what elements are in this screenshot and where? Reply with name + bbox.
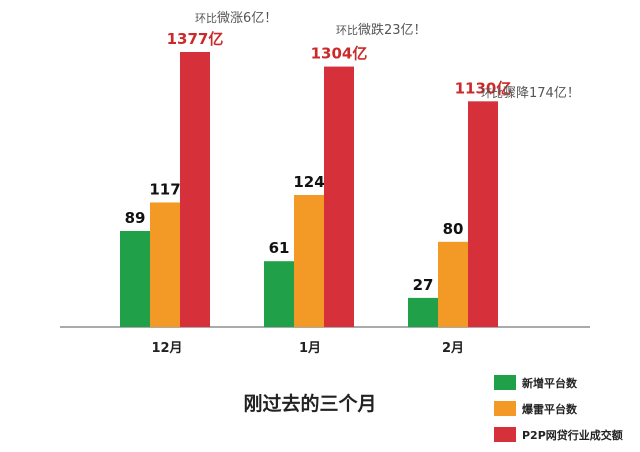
- annotation-3: 环比骤降174亿！: [481, 86, 580, 101]
- category-label-1: 12月: [151, 341, 182, 356]
- legend-label-1: 新增平台数: [522, 376, 578, 390]
- bar-2-1: [150, 202, 180, 327]
- data-label-3-1: 1377亿: [167, 30, 224, 48]
- bar-1-1: [120, 231, 150, 327]
- bar-2-2: [294, 195, 324, 327]
- data-label-1-1: 89: [125, 209, 146, 227]
- bar-2-3: [438, 241, 468, 327]
- annotation-1: 环比微涨6亿！: [195, 11, 277, 26]
- bar-3-1: [180, 52, 210, 327]
- bar-1-2: [264, 261, 294, 327]
- legend-swatch-2: [494, 401, 516, 416]
- category-label-2: 1月: [299, 341, 321, 356]
- category-label-3: 2月: [442, 341, 464, 356]
- data-label-1-2: 61: [269, 239, 290, 257]
- data-label-1-3: 27: [413, 276, 434, 294]
- chart-title: 刚过去的三个月: [243, 392, 376, 415]
- bar-1-3: [408, 297, 438, 327]
- legend-swatch-1: [494, 375, 516, 390]
- bar-3-3: [468, 101, 498, 327]
- bar-3-2: [324, 66, 354, 327]
- legend-label-3: P2P网贷行业成交额: [522, 428, 623, 442]
- data-label-2-2: 124: [293, 173, 324, 191]
- legend-label-2: 爆雷平台数: [522, 402, 578, 416]
- data-label-3-3: 1130亿: [455, 79, 512, 97]
- data-label-2-3: 80: [443, 220, 464, 238]
- data-label-3-2: 1304亿: [311, 45, 368, 63]
- annotation-2: 环比微跌23亿！: [336, 22, 427, 38]
- legend-swatch-3: [494, 427, 516, 442]
- data-label-2-1: 117: [149, 180, 180, 198]
